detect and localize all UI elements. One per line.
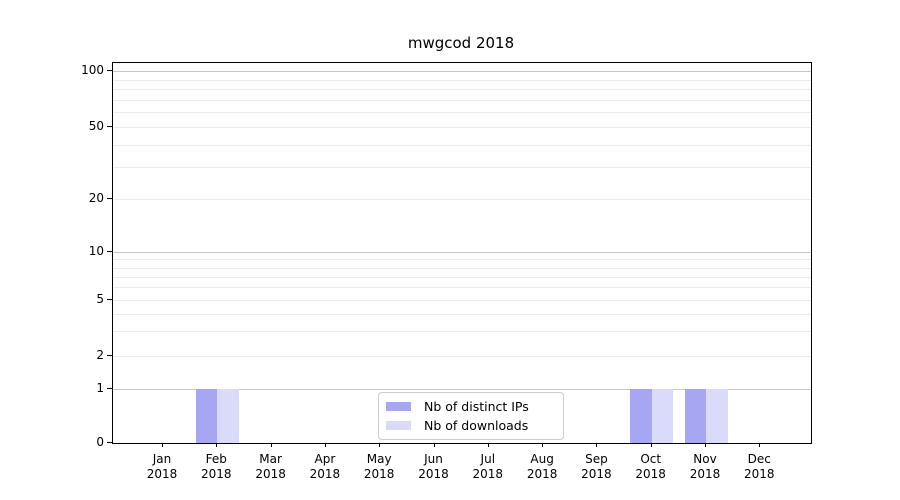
- x-tick-label: Jan 2018: [130, 452, 194, 482]
- y-tick-label: 10: [88, 244, 104, 258]
- legend-label-distinct-ips: Nb of distinct IPs: [424, 399, 529, 414]
- minor-gridline: [113, 144, 811, 146]
- y-tick-mark: [107, 70, 112, 71]
- minor-gridline: [113, 259, 811, 261]
- x-tick-label-month: Dec: [747, 452, 771, 466]
- y-tick-label: 2: [96, 348, 104, 362]
- gridline: [113, 127, 811, 128]
- x-tick-label: Mar 2018: [239, 452, 303, 482]
- y-tick-label: 5: [96, 292, 104, 306]
- x-tick-label-year: 2018: [689, 467, 721, 481]
- x-tick-mark: [216, 443, 218, 447]
- major-gridline: [113, 71, 811, 72]
- x-tick-label-year: 2018: [363, 467, 395, 481]
- x-tick-label-year: 2018: [472, 467, 504, 481]
- major-gridline: [113, 252, 811, 253]
- y-tick-mark: [107, 251, 112, 252]
- x-tick-label-month: Jul: [480, 452, 496, 466]
- x-tick-mark: [162, 443, 163, 447]
- x-tick-label: Apr 2018: [293, 452, 357, 482]
- y-tick-mark: [107, 126, 112, 127]
- minor-gridline: [113, 112, 811, 114]
- bar-distinct-ips: [630, 389, 652, 443]
- y-tick-label: 0: [96, 435, 104, 449]
- legend-label-downloads: Nb of downloads: [424, 418, 529, 433]
- x-tick-label-month: Nov: [693, 452, 717, 466]
- gridline: [113, 300, 811, 301]
- x-tick-label-year: 2018: [744, 467, 775, 481]
- x-tick-mark: [324, 443, 326, 447]
- legend: Nb of distinct IPs Nb of downloads: [378, 392, 564, 440]
- minor-gridline: [113, 276, 811, 278]
- y-tick-mark: [107, 198, 112, 199]
- y-tick-label: 1: [96, 381, 104, 395]
- x-tick-label-year: 2018: [581, 467, 612, 481]
- y-tick-mark: [107, 442, 112, 443]
- x-tick-label: Aug 2018: [510, 452, 574, 482]
- minor-gridline: [113, 167, 811, 169]
- minor-gridline: [113, 89, 811, 90]
- bar-distinct-ips: [684, 389, 706, 443]
- minor-gridline: [113, 313, 811, 315]
- minor-gridline: [113, 79, 811, 81]
- x-tick-label-month: Aug: [530, 452, 554, 466]
- x-tick-label: Sep 2018: [564, 452, 628, 482]
- minor-gridline: [113, 331, 811, 333]
- y-tick-mark: [107, 299, 112, 300]
- x-tick-label: May 2018: [347, 452, 411, 482]
- x-tick-label-month: Oct: [640, 452, 662, 466]
- bar-downloads: [706, 389, 728, 443]
- x-tick-mark: [379, 443, 381, 447]
- x-tick-label-year: 2018: [255, 467, 286, 481]
- legend-row-distinct-ips: Nb of distinct IPs: [386, 397, 555, 416]
- x-tick-mark: [433, 443, 435, 447]
- x-tick-mark: [270, 443, 272, 447]
- x-tick-label-month: Feb: [205, 452, 227, 466]
- x-tick-label: Jun 2018: [402, 452, 466, 482]
- minor-gridline: [113, 99, 811, 101]
- y-tick-label: 100: [81, 63, 104, 77]
- x-tick-label: Feb 2018: [184, 452, 248, 482]
- gridline: [113, 356, 811, 357]
- x-tick-label-month: Jan: [152, 452, 172, 466]
- x-tick-label: Nov 2018: [673, 452, 737, 482]
- x-tick-label-month: Jun: [424, 452, 443, 466]
- x-tick-mark: [650, 443, 652, 447]
- chart-title: mwgcod 2018: [407, 34, 515, 52]
- bar-downloads: [651, 389, 674, 443]
- x-tick-mark: [542, 443, 544, 447]
- y-tick-label: 20: [88, 191, 104, 205]
- plot-area: [112, 62, 812, 444]
- x-tick-mark: [759, 443, 761, 447]
- x-tick-label: Oct 2018: [619, 452, 683, 482]
- x-tick-label-month: Mar: [259, 452, 282, 466]
- bar-distinct-ips: [195, 389, 218, 443]
- x-tick-label-month: Sep: [585, 452, 608, 466]
- x-tick-label-month: May: [366, 452, 392, 466]
- x-tick-label: Dec 2018: [727, 452, 791, 482]
- x-tick-mark: [596, 443, 598, 447]
- x-tick-label-year: 2018: [526, 467, 558, 481]
- x-tick-label-year: 2018: [146, 467, 178, 481]
- y-tick-mark: [107, 388, 112, 389]
- x-tick-mark: [487, 443, 489, 447]
- gridline: [113, 199, 811, 200]
- x-tick-label-year: 2018: [201, 467, 232, 481]
- x-tick-label-year: 2018: [309, 467, 341, 481]
- legend-swatch-distinct-ips: [386, 402, 411, 411]
- bar-downloads: [217, 389, 239, 443]
- x-tick-label-month: Apr: [314, 452, 336, 466]
- y-tick-label: 50: [88, 119, 104, 133]
- y-tick-mark: [107, 355, 112, 356]
- x-tick-label: Jul 2018: [456, 452, 520, 482]
- legend-swatch-downloads: [386, 421, 411, 430]
- x-tick-mark: [705, 443, 706, 447]
- minor-gridline: [113, 287, 811, 289]
- minor-gridline: [113, 267, 811, 269]
- x-tick-label-year: 2018: [635, 467, 666, 481]
- legend-row-downloads: Nb of downloads: [386, 416, 555, 435]
- x-tick-label-year: 2018: [418, 467, 449, 481]
- major-gridline: [113, 389, 811, 390]
